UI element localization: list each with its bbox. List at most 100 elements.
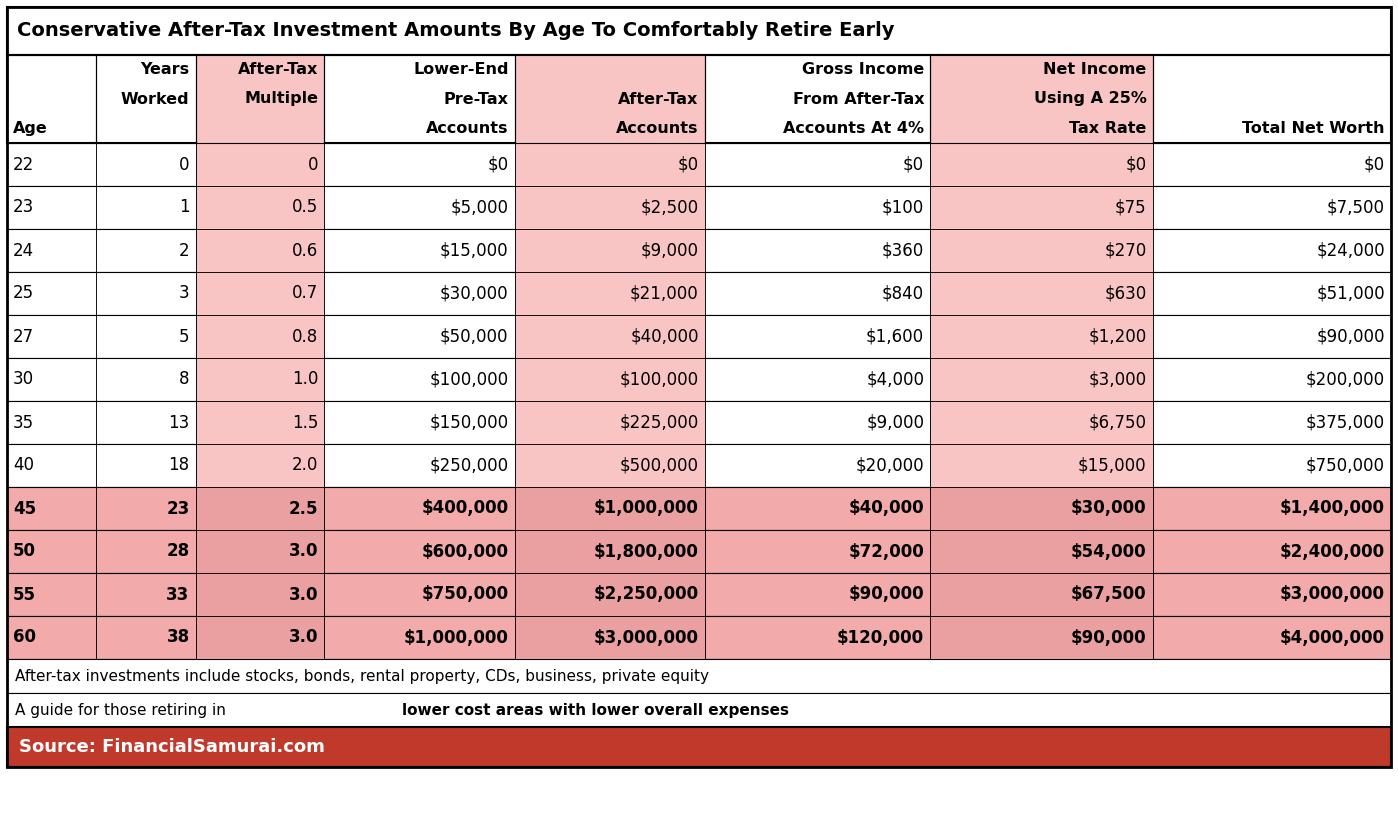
Bar: [930, 55, 1152, 143]
Bar: [7, 659, 1391, 693]
Bar: [514, 487, 705, 530]
Text: Gross Income: Gross Income: [802, 62, 924, 77]
Text: $225,000: $225,000: [619, 413, 699, 432]
Text: $0: $0: [1364, 155, 1385, 174]
Bar: [7, 616, 95, 659]
Text: Worked: Worked: [120, 92, 190, 107]
Text: $750,000: $750,000: [1306, 456, 1385, 475]
Text: 0.6: 0.6: [292, 242, 319, 260]
Text: 3: 3: [179, 285, 190, 302]
Bar: [514, 530, 705, 573]
Bar: [196, 487, 324, 530]
Bar: [7, 55, 95, 143]
Text: 2: 2: [179, 242, 190, 260]
Text: 33: 33: [166, 585, 190, 603]
Bar: [514, 315, 705, 358]
Bar: [7, 143, 95, 186]
Text: $0: $0: [903, 155, 924, 174]
Text: $7,500: $7,500: [1327, 198, 1385, 217]
Text: $0: $0: [488, 155, 509, 174]
Text: $90,000: $90,000: [1317, 328, 1385, 345]
Text: $4,000,000: $4,000,000: [1281, 628, 1385, 647]
Text: Accounts At 4%: Accounts At 4%: [783, 121, 924, 136]
Text: $1,800,000: $1,800,000: [594, 543, 699, 560]
Bar: [324, 401, 514, 444]
Text: $24,000: $24,000: [1317, 242, 1385, 260]
Bar: [7, 229, 1391, 272]
Bar: [705, 55, 930, 143]
Bar: [324, 444, 514, 487]
Bar: [7, 143, 1391, 186]
Bar: [196, 272, 324, 315]
Text: Conservative After-Tax Investment Amounts By Age To Comfortably Retire Early: Conservative After-Tax Investment Amount…: [17, 22, 895, 40]
Bar: [930, 530, 1152, 573]
Bar: [930, 315, 1152, 358]
Bar: [7, 444, 1391, 487]
Text: $54,000: $54,000: [1071, 543, 1146, 560]
Bar: [324, 272, 514, 315]
Text: 8: 8: [179, 370, 190, 388]
Text: 35: 35: [13, 413, 34, 432]
Bar: [1152, 272, 1391, 315]
Bar: [196, 530, 324, 573]
Text: $30,000: $30,000: [440, 285, 509, 302]
Text: 5: 5: [179, 328, 190, 345]
Bar: [196, 573, 324, 616]
Bar: [1152, 358, 1391, 401]
Text: $15,000: $15,000: [1078, 456, 1146, 475]
Text: Net Income: Net Income: [1043, 62, 1146, 77]
Bar: [1152, 143, 1391, 186]
Bar: [930, 530, 1152, 573]
Text: 40: 40: [13, 456, 34, 475]
Text: 0.7: 0.7: [292, 285, 319, 302]
Bar: [7, 358, 1391, 401]
Bar: [514, 616, 705, 659]
Bar: [1152, 55, 1391, 143]
Bar: [1152, 616, 1391, 659]
Bar: [196, 315, 324, 358]
Bar: [930, 358, 1152, 401]
Bar: [1152, 487, 1391, 530]
Bar: [196, 401, 324, 444]
Text: $250,000: $250,000: [429, 456, 509, 475]
Text: 45: 45: [13, 500, 36, 517]
Bar: [95, 143, 196, 186]
Bar: [324, 55, 514, 143]
Bar: [1152, 573, 1391, 616]
Bar: [930, 143, 1152, 186]
Bar: [196, 229, 324, 272]
Bar: [95, 186, 196, 229]
Bar: [196, 358, 324, 401]
Bar: [514, 487, 705, 530]
Bar: [7, 272, 95, 315]
Text: 23: 23: [13, 198, 34, 217]
Text: $15,000: $15,000: [440, 242, 509, 260]
Bar: [705, 401, 930, 444]
Bar: [930, 444, 1152, 487]
Text: A guide for those retiring in: A guide for those retiring in: [15, 702, 231, 717]
Bar: [514, 272, 705, 315]
Bar: [196, 186, 324, 229]
Bar: [514, 401, 705, 444]
Bar: [7, 315, 95, 358]
Bar: [196, 444, 324, 487]
Bar: [1152, 229, 1391, 272]
Bar: [705, 143, 930, 186]
Bar: [95, 315, 196, 358]
Bar: [196, 401, 324, 444]
Bar: [705, 616, 930, 659]
Text: 30: 30: [13, 370, 34, 388]
Bar: [196, 55, 324, 143]
Bar: [930, 315, 1152, 358]
Bar: [514, 530, 705, 573]
Text: Accounts: Accounts: [617, 121, 699, 136]
Text: $1,000,000: $1,000,000: [594, 500, 699, 517]
Text: lower cost areas with lower overall expenses: lower cost areas with lower overall expe…: [403, 702, 788, 717]
Bar: [930, 401, 1152, 444]
Text: After-Tax: After-Tax: [618, 92, 699, 107]
Bar: [95, 616, 196, 659]
Bar: [324, 487, 514, 530]
Text: $0: $0: [1125, 155, 1146, 174]
Text: $40,000: $40,000: [630, 328, 699, 345]
Bar: [7, 315, 1391, 358]
